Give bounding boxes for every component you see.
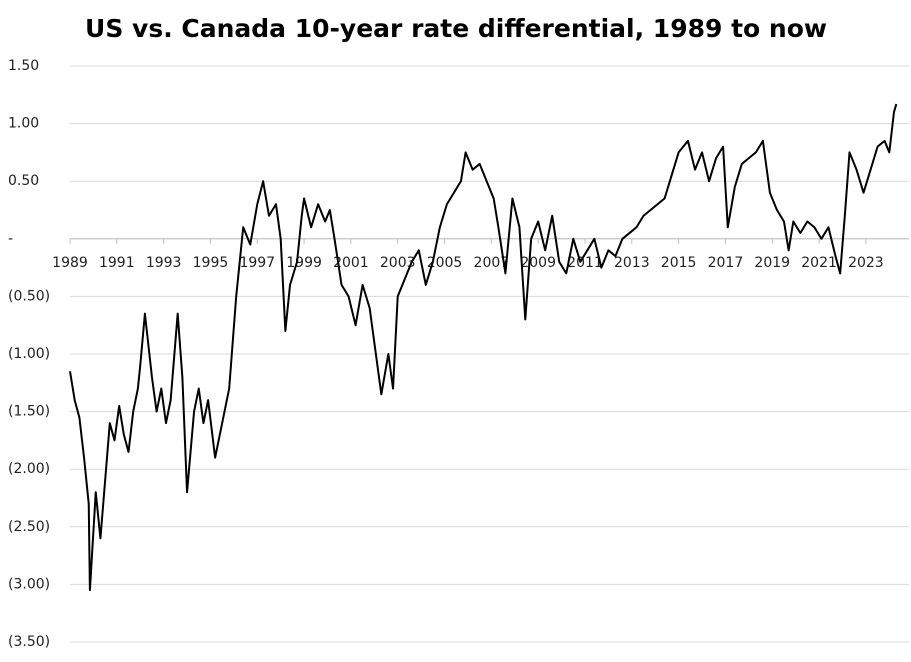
x-tick-label: 1999 — [286, 255, 322, 271]
y-tick-label: 0.50 — [8, 173, 39, 189]
x-tick-label: 2011 — [567, 255, 603, 271]
y-tick-label: (2.50) — [8, 519, 50, 535]
y-tick-label: (0.50) — [8, 288, 50, 304]
x-tick-label: 1997 — [239, 255, 275, 271]
x-tick-label: 1993 — [146, 255, 182, 271]
y-tick-label: (1.50) — [8, 404, 50, 420]
x-tick-label: 2015 — [661, 255, 697, 271]
y-tick-label: (2.00) — [8, 461, 50, 477]
y-tick-label: 1.00 — [8, 116, 39, 132]
x-tick-label: 2023 — [848, 255, 884, 271]
data-line — [69, 103, 898, 592]
x-tick-label: 2001 — [333, 255, 369, 271]
x-tick-label: 2003 — [380, 255, 416, 271]
x-tick-label: 2021 — [801, 255, 837, 271]
y-tick-label: 1.50 — [8, 58, 39, 74]
x-tick-label: 2017 — [708, 255, 744, 271]
y-tick-label: (3.00) — [8, 576, 50, 592]
y-tick-label: (3.50) — [8, 634, 50, 650]
x-tick-label: 2007 — [474, 255, 510, 271]
x-tick-label: 1991 — [99, 255, 135, 271]
x-tick-label: 1989 — [52, 255, 88, 271]
x-tick-label: 2009 — [520, 255, 556, 271]
x-tick-label: 2019 — [754, 255, 790, 271]
x-tick-label: 2005 — [427, 255, 463, 271]
chart-title: US vs. Canada 10-year rate differential,… — [85, 14, 827, 43]
y-tick-label: (1.00) — [8, 346, 50, 362]
x-tick-label: 1995 — [193, 255, 229, 271]
x-tick-label: 2013 — [614, 255, 650, 271]
y-tick-label: - — [8, 231, 13, 247]
